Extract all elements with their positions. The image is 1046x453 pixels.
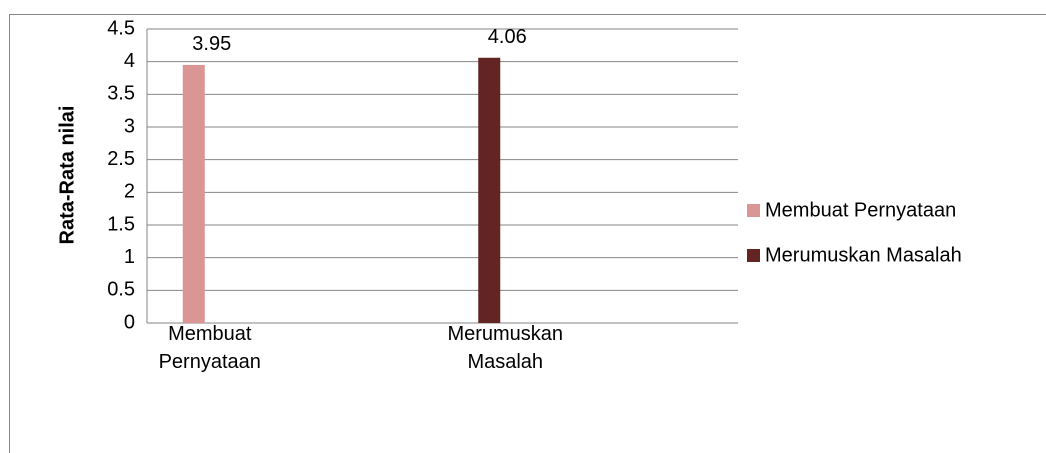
bar [182,64,205,323]
chart-border [9,14,1046,453]
y-tick-label: 1.5 [107,213,135,235]
legend-label: Membuat Pernyataan [765,199,956,221]
legend-swatch [747,249,760,262]
y-tick-label: 0 [124,311,135,333]
y-tick-label: 3 [124,115,135,137]
y-axis-label: Rata-Rata nilai [56,106,78,245]
x-tick-label: Membuat Pernyataan [159,323,261,373]
y-tick-label: 4 [124,50,135,72]
x-tick-label: Merumuskan Masalah [447,323,563,373]
y-tick-label: 1 [124,246,135,268]
y-tick-label: 0.5 [107,279,135,301]
legend-label: Merumuskan Masalah [765,244,962,266]
data-label: 4.06 [488,26,527,48]
data-label: 3.95 [192,33,231,55]
y-tick-label: 4.5 [107,17,135,39]
bar [478,57,501,323]
y-tick-label: 2 [124,181,135,203]
y-tick-label: 3.5 [107,83,135,105]
y-tick-label: 2.5 [107,148,135,170]
legend-swatch [747,204,760,217]
